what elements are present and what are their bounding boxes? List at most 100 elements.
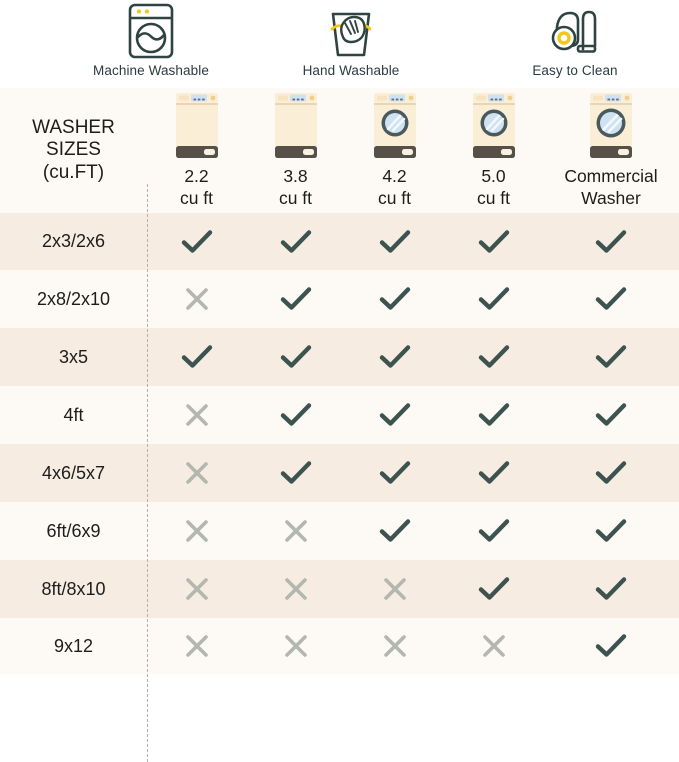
cross-icon <box>383 635 406 657</box>
cross-icon <box>284 520 307 542</box>
cell-unsupported <box>147 618 246 674</box>
cross-icon <box>383 578 406 600</box>
cell-unsupported <box>147 386 246 444</box>
check-icon <box>595 229 627 253</box>
check-icon <box>478 345 509 368</box>
row-label: 4x6/5x7 <box>41 462 106 483</box>
comparison-table: WASHER SIZES (cu.FT) <box>0 88 679 762</box>
cell-supported <box>345 444 444 502</box>
check-icon <box>181 229 212 253</box>
band-row-8 <box>0 618 679 674</box>
check-icon <box>595 287 627 310</box>
column-divider <box>147 184 148 762</box>
row-label: 2x8/2x10 <box>36 288 111 309</box>
row-label: 3x5 <box>58 346 89 367</box>
band-row-6 <box>0 502 679 560</box>
check-icon <box>280 461 311 484</box>
front-loader-washer-icon <box>367 88 423 166</box>
column-header-2-2-line-1: 2.2 <box>184 166 209 186</box>
cell-unsupported <box>444 618 543 674</box>
cell-supported <box>444 213 543 270</box>
column-header-5-0: 5.0 cu ft <box>444 88 543 213</box>
washing-machine-icon <box>121 0 181 62</box>
check-icon <box>595 634 627 657</box>
band-row-2 <box>0 270 679 328</box>
column-header-3-8-line-2: cu ft <box>278 187 313 208</box>
cell-supported <box>444 560 543 618</box>
column-header-commercial-line-2: Washer <box>581 187 641 208</box>
cell-supported <box>246 328 345 386</box>
check-icon <box>595 519 627 542</box>
cell-unsupported <box>147 560 246 618</box>
row-label: 9x12 <box>53 635 94 656</box>
check-icon <box>595 577 627 600</box>
check-icon <box>478 577 509 600</box>
cell-supported <box>246 444 345 502</box>
table-row: 4ft <box>0 386 679 444</box>
front-loader-washer-icon <box>580 88 642 166</box>
column-header-4-2-line-1: 4.2 <box>382 166 407 186</box>
table-row: 9x12 <box>0 618 679 674</box>
cell-unsupported <box>246 502 345 560</box>
check-icon <box>280 345 311 368</box>
check-icon <box>478 287 509 310</box>
column-header-3-8: 3.8 cu ft <box>246 88 345 213</box>
cell-supported <box>543 386 679 444</box>
band-row-7 <box>0 560 679 618</box>
front-loader-washer-icon <box>466 88 522 166</box>
table-row: 2x8/2x10 <box>0 270 679 328</box>
cell-unsupported <box>147 502 246 560</box>
corner-title-line-1: WASHER <box>32 116 115 138</box>
row-label: 6ft/6x9 <box>46 520 101 541</box>
column-header-5-0-line-1: 5.0 <box>481 166 506 186</box>
table-row: 3x5 <box>0 328 679 386</box>
column-header-5-0-line-2: cu ft <box>476 187 511 208</box>
cell-supported <box>444 444 543 502</box>
cell-supported <box>147 328 246 386</box>
cell-unsupported <box>345 618 444 674</box>
feature-hand-washable-label: Hand Washable <box>302 63 400 78</box>
check-icon <box>478 519 509 542</box>
check-icon <box>379 345 410 368</box>
table-row: 4x6/5x7 <box>0 444 679 502</box>
cell-unsupported <box>246 618 345 674</box>
check-icon <box>595 403 627 426</box>
column-header-4-2: 4.2 cu ft <box>345 88 444 213</box>
cell-unsupported <box>345 560 444 618</box>
table-header-row: WASHER SIZES (cu.FT) <box>0 88 679 213</box>
cross-icon <box>284 635 307 657</box>
check-icon <box>478 461 509 484</box>
check-icon <box>280 287 311 310</box>
cross-icon <box>185 462 208 484</box>
check-icon <box>280 229 311 253</box>
cross-icon <box>185 578 208 600</box>
cross-icon <box>284 578 307 600</box>
cell-supported <box>345 270 444 328</box>
column-header-commercial: Commercial Washer <box>543 88 679 213</box>
check-icon <box>379 403 410 426</box>
cell-supported <box>444 386 543 444</box>
cell-supported <box>345 386 444 444</box>
column-header-3-8-line-1: 3.8 <box>283 166 308 186</box>
cross-icon <box>185 635 208 657</box>
column-header-commercial-line-1: Commercial <box>564 166 658 186</box>
check-icon <box>379 461 410 484</box>
cell-supported <box>543 328 679 386</box>
cell-supported <box>147 213 246 270</box>
cell-unsupported <box>147 444 246 502</box>
check-icon <box>379 229 410 253</box>
column-header-4-2-line-2: cu ft <box>377 187 412 208</box>
cell-supported <box>543 560 679 618</box>
feature-banner: Machine Washable Hand Washable <box>0 0 679 88</box>
band-row-3 <box>0 328 679 386</box>
cell-supported <box>543 270 679 328</box>
cell-supported <box>246 386 345 444</box>
cell-supported <box>543 618 679 674</box>
cell-supported <box>246 213 345 270</box>
check-icon <box>478 229 509 253</box>
band-row-1 <box>0 213 679 270</box>
cell-supported <box>444 502 543 560</box>
cell-supported <box>543 502 679 560</box>
check-icon <box>595 461 627 484</box>
